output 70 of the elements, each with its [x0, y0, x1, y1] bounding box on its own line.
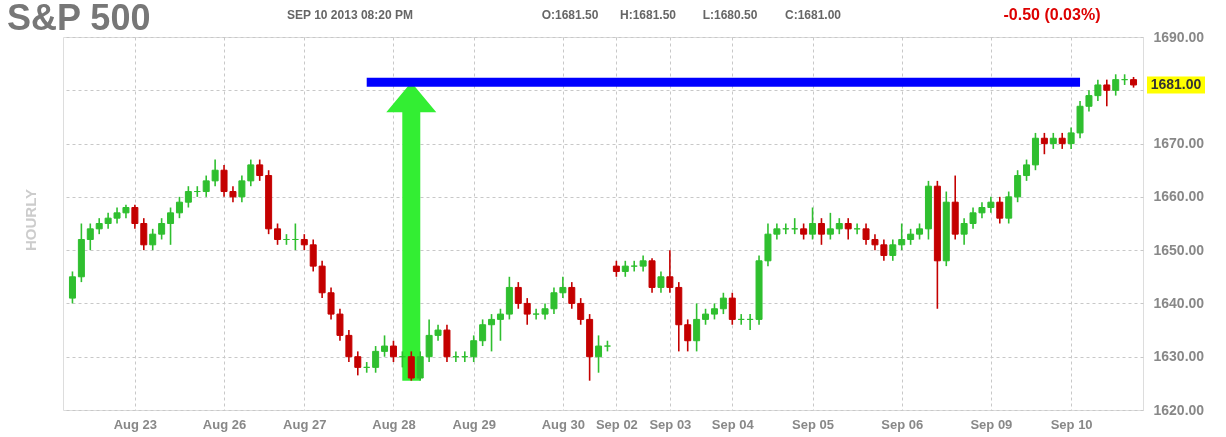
- candlestick: [532, 307, 540, 321]
- text: -0.50 (0.03%): [1003, 6, 1101, 23]
- candlestick: [514, 281, 522, 310]
- x-tick-label: Sep 04: [711, 416, 755, 432]
- candlestick: [657, 270, 665, 294]
- candlestick: [175, 196, 183, 219]
- text: 1681.00: [1150, 75, 1202, 92]
- candlestick: [523, 297, 531, 326]
- chart-title: S&P 500: [7, 0, 151, 38]
- x-tick-label: Aug 29: [452, 416, 496, 432]
- candlestick: [167, 206, 175, 246]
- x-tick-label: Sep 03: [649, 416, 692, 432]
- candlestick: [728, 291, 736, 326]
- candlestick: [1005, 190, 1013, 225]
- candlestick: [1103, 78, 1111, 108]
- candlestick: [407, 350, 415, 382]
- y-tick-label: 1670.00: [1153, 135, 1205, 152]
- y-tick-label: 1620.00: [1153, 401, 1205, 418]
- text: L:1680.50: [702, 8, 758, 22]
- chart-subtitle: SEP 10 2013 08:20 PM: [287, 8, 413, 22]
- candlestick: [693, 302, 701, 353]
- x-tick-label: Sep 10: [1050, 416, 1093, 432]
- candlestick: [719, 291, 727, 315]
- candlestick: [684, 318, 692, 353]
- x-tick-label: Sep 09: [970, 416, 1013, 432]
- candlestick: [158, 217, 166, 241]
- x-tick-label: Sep 02: [595, 416, 638, 432]
- candlestick: [568, 281, 576, 310]
- x-tick-label: Sep 06: [881, 416, 924, 432]
- candlestick: [826, 212, 834, 241]
- candlestick: [817, 217, 825, 246]
- candlestick: [630, 260, 638, 273]
- candlestick: [996, 196, 1004, 225]
- candlestick: [389, 339, 397, 363]
- y-tick-label: 1640.00: [1153, 294, 1205, 311]
- candlestick: [1040, 132, 1048, 156]
- candlestick: [1014, 169, 1022, 203]
- candlestick: [577, 297, 585, 326]
- text: H:1681.50: [619, 8, 677, 22]
- candlestick: [898, 222, 906, 251]
- candlestick: [844, 217, 852, 241]
- candlestick: [256, 158, 264, 182]
- candlestick: [372, 345, 380, 374]
- candlestick: [470, 334, 478, 363]
- y-tick-label: 1650.00: [1153, 241, 1205, 258]
- candlestick: [381, 334, 389, 358]
- candlestick: [274, 222, 282, 246]
- text: C:1681.00: [784, 8, 842, 22]
- candlestick: [479, 318, 487, 347]
- x-tick-label: Aug 23: [113, 416, 158, 432]
- x-tick-label: Aug 26: [202, 416, 247, 432]
- x-tick-label: Aug 30: [541, 416, 586, 432]
- candlestick: [1112, 73, 1120, 97]
- x-tick-label: Sep 05: [792, 416, 834, 432]
- x-tick-label: Aug 28: [372, 416, 416, 432]
- x-tick-label: Aug 27: [283, 416, 327, 432]
- candlestick: [1023, 158, 1031, 182]
- y-tick-label: 1660.00: [1153, 188, 1205, 205]
- candlestick: [496, 307, 504, 342]
- y-tick-label: 1690.00: [1153, 28, 1205, 45]
- candlestick: [184, 185, 192, 209]
- candlestick: [86, 222, 94, 251]
- candlestick: [595, 334, 603, 374]
- y-tick-label: 1630.00: [1153, 348, 1205, 365]
- text: O:1681.50: [541, 8, 599, 22]
- candlestick: [809, 206, 817, 241]
- candlestick: [488, 313, 496, 353]
- candlestick: [889, 238, 897, 262]
- candlestick: [68, 270, 76, 305]
- candlestick: [149, 228, 157, 251]
